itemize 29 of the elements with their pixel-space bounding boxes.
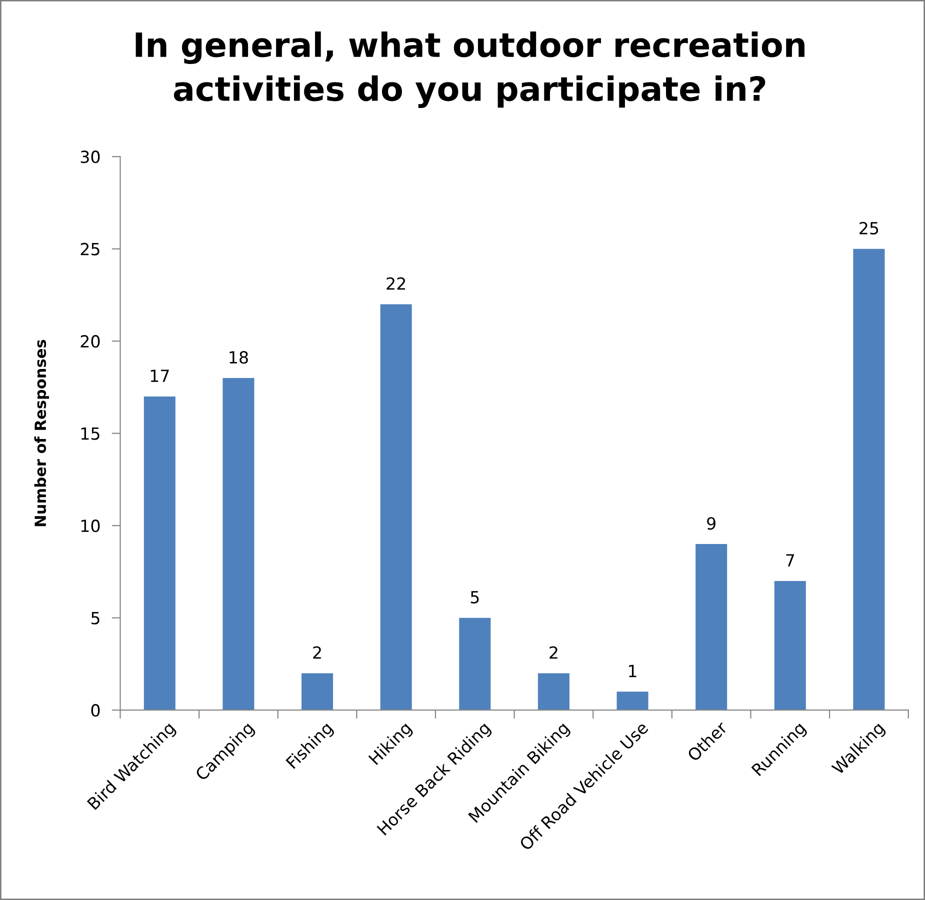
data-label: 9 xyxy=(707,517,716,530)
data-label: 17 xyxy=(150,370,169,382)
bar xyxy=(144,396,176,710)
data-label: 25 xyxy=(860,222,878,235)
y-tick-label: 5 xyxy=(91,612,100,624)
data-label: 2 xyxy=(550,646,558,659)
bar xyxy=(774,580,806,710)
data-label: 2 xyxy=(313,646,321,659)
y-axis-title: Number of Responses xyxy=(34,340,50,526)
bar xyxy=(538,673,570,710)
data-label: 7 xyxy=(786,554,794,566)
y-tick-label: 20 xyxy=(80,335,100,348)
bar xyxy=(616,692,648,710)
data-label: 1 xyxy=(629,664,636,678)
bar xyxy=(853,248,885,710)
y-tick-label: 0 xyxy=(91,704,100,717)
y-tick-label: 10 xyxy=(81,520,100,532)
bar xyxy=(222,378,254,710)
chart-title: In general, what outdoor recreation activities do you participate in? xyxy=(136,32,804,108)
y-tick-label: 30 xyxy=(80,150,100,164)
data-label: 22 xyxy=(386,277,406,290)
data-label: 18 xyxy=(230,351,248,364)
y-tick-label: 15 xyxy=(81,428,100,440)
bar xyxy=(302,673,334,710)
bar xyxy=(380,304,412,710)
bar xyxy=(459,618,491,710)
bar xyxy=(696,544,728,710)
y-tick-label: 25 xyxy=(80,242,100,256)
data-label: 5 xyxy=(470,591,479,604)
